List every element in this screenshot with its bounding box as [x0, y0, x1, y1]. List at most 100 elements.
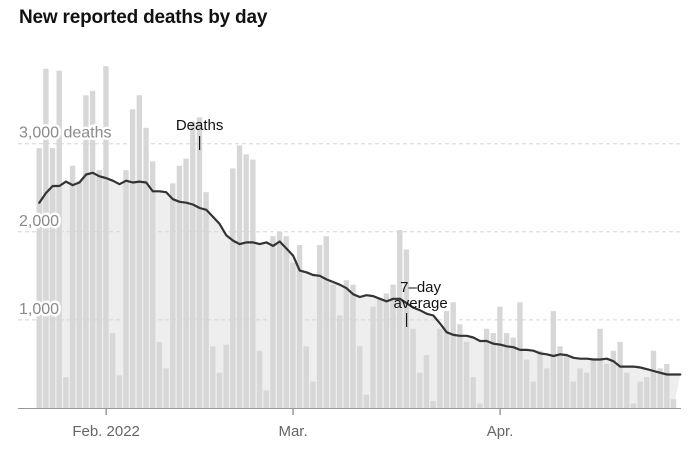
- deaths-bar: [377, 297, 383, 408]
- annotation-average-line: 7–day: [400, 279, 441, 296]
- deaths-bar: [163, 368, 169, 408]
- deaths-bar: [123, 170, 129, 408]
- deaths-bar: [69, 165, 76, 408]
- deaths-bar: [243, 154, 249, 408]
- y-tick-label-halo: 1,000: [19, 301, 59, 318]
- deaths-bar: [390, 284, 396, 408]
- deaths-bar: [664, 363, 670, 408]
- deaths-bar: [109, 333, 116, 408]
- deaths-bar: [63, 377, 69, 408]
- deaths-bar: [310, 381, 316, 408]
- deaths-bar: [517, 302, 523, 408]
- deaths-bar: [89, 90, 96, 408]
- deaths-bar: [550, 311, 557, 408]
- deaths-bar: [270, 236, 276, 408]
- deaths-bar: [49, 148, 56, 408]
- deaths-bar: [477, 403, 483, 408]
- deaths-bar: [190, 121, 196, 409]
- deaths-bar: [203, 192, 209, 408]
- deaths-bar: [357, 346, 363, 408]
- deaths-bar: [657, 368, 663, 408]
- y-tick-label: 2,000: [19, 213, 59, 230]
- deaths-bar: [584, 372, 590, 408]
- deaths-bar: [323, 236, 329, 408]
- deaths-bar: [630, 403, 637, 408]
- deaths-bar: [443, 311, 450, 408]
- deaths-bar: [196, 117, 203, 409]
- deaths-bar: [343, 280, 350, 408]
- deaths-bar: [503, 333, 510, 408]
- deaths-bar: [624, 372, 630, 408]
- deaths-bar: [537, 350, 543, 408]
- bar-layer: [36, 66, 677, 409]
- deaths-bar: [216, 372, 223, 408]
- deaths-bar: [96, 170, 102, 408]
- deaths-bar: [610, 350, 617, 408]
- deaths-bar: [617, 341, 623, 408]
- deaths-bar: [644, 377, 650, 408]
- deaths-bar: [563, 355, 570, 408]
- deaths-bar: [256, 350, 263, 408]
- deaths-bar: [283, 236, 289, 408]
- deaths-bar: [143, 127, 149, 408]
- deaths-bar: [336, 315, 343, 408]
- deaths-bar: [183, 158, 189, 408]
- x-tick-label: Feb. 2022: [72, 423, 140, 440]
- deaths-bar: [637, 381, 643, 408]
- deaths-bar: [263, 390, 269, 408]
- deaths-bar: [129, 109, 136, 408]
- deaths-bar: [430, 400, 436, 408]
- y-tick-label-halo: 3,000 deaths: [19, 125, 112, 142]
- x-tick-label: Apr.: [487, 423, 514, 440]
- deaths-bar: [457, 324, 463, 408]
- deaths-bar: [363, 394, 370, 408]
- deaths-bar: [590, 359, 597, 408]
- deaths-bar: [76, 180, 82, 408]
- deaths-bar: [604, 363, 610, 408]
- deaths-bar: [156, 341, 163, 408]
- deaths-bar: [56, 70, 62, 408]
- gridline-layer: [18, 143, 681, 321]
- deaths-bar: [316, 245, 323, 408]
- deaths-bar: [350, 284, 356, 408]
- deaths-bar: [236, 145, 243, 408]
- deaths-bar: [510, 337, 516, 408]
- deaths-bar: [230, 168, 236, 408]
- deaths-bar: [597, 328, 603, 408]
- deaths-bar: [83, 95, 89, 409]
- deaths-bar: [303, 346, 309, 408]
- annotation-average-line: average: [393, 295, 447, 312]
- y-tick-label-halo: 2,000: [19, 213, 59, 230]
- chart-title: New reported deaths by day: [19, 7, 268, 28]
- average-line-layer: [38, 171, 682, 376]
- average-line: [38, 171, 682, 376]
- deaths-bar: [423, 355, 430, 408]
- deaths-bar: [36, 148, 42, 408]
- deaths-bar: [150, 161, 156, 408]
- deaths-bar: [577, 368, 583, 408]
- deaths-bar: [210, 346, 216, 408]
- deaths-bar: [523, 359, 530, 408]
- annotation-deaths: Deaths: [176, 117, 224, 134]
- x-tick-label: Mar.: [278, 423, 307, 440]
- deaths-bar: [403, 249, 410, 408]
- deaths-bar: [276, 231, 283, 408]
- deaths-bar: [43, 68, 49, 408]
- deaths-bar: [370, 306, 376, 408]
- deaths-bar: [176, 165, 183, 408]
- deaths-bar: [557, 346, 563, 408]
- deaths-bar: [296, 245, 303, 408]
- deaths-bar: [450, 302, 456, 408]
- deaths-bar: [290, 262, 296, 408]
- deaths-bar: [250, 159, 256, 408]
- y-tick-label: 1,000: [19, 301, 59, 318]
- y-tick-label: 3,000 deaths: [19, 125, 112, 142]
- deaths-bar: [397, 230, 403, 408]
- deaths-bar: [670, 399, 677, 408]
- deaths-bar: [136, 95, 143, 409]
- deaths-bar: [417, 372, 423, 408]
- deaths-bar: [170, 183, 176, 408]
